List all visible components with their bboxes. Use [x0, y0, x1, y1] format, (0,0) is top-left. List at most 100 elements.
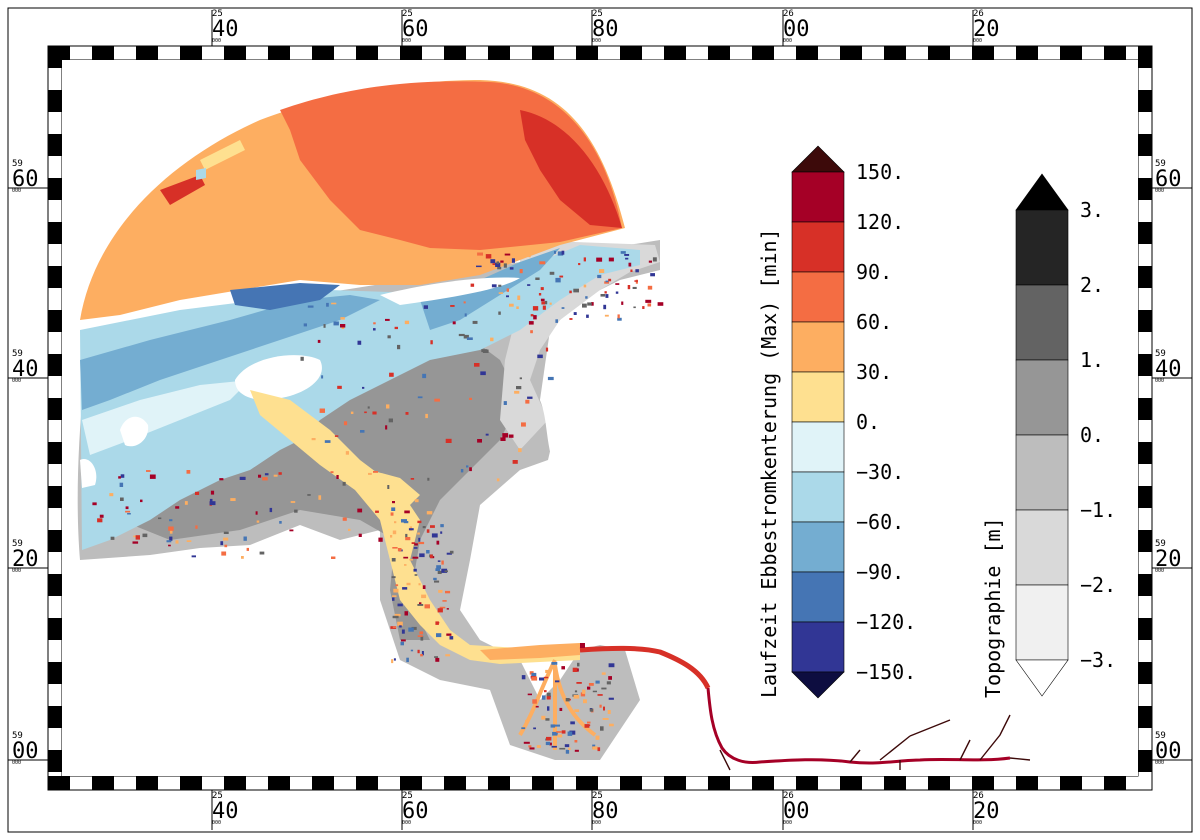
travel-legend-swatch — [791, 421, 845, 473]
svg-text:000: 000 — [402, 38, 411, 44]
svg-text:25: 25 — [402, 791, 413, 801]
estuary-sand-side — [370, 470, 420, 505]
svg-text:59: 59 — [1155, 159, 1166, 169]
svg-text:20: 20 — [973, 799, 1000, 824]
svg-text:40: 40 — [212, 17, 239, 42]
travel-legend-label: −30. — [856, 460, 904, 484]
svg-text:59: 59 — [1155, 349, 1166, 359]
legend-topography: 3. 2. 1. 0. −1. −2. −3. Topographie [m] — [981, 173, 1116, 698]
sea-light-strip-2 — [196, 168, 206, 180]
tidal-speckles — [92, 250, 664, 754]
travel-legend-title: Laufzeit Ebbestromkenterung (Max) [min] — [757, 228, 781, 698]
estuary-sand-channel — [250, 390, 580, 664]
travel-legend-label: −120. — [856, 610, 916, 634]
topo-legend-under-triangle — [1015, 659, 1069, 697]
topo-legend-swatch — [1015, 209, 1069, 286]
island-west — [120, 416, 149, 447]
topo-legend-label: 1. — [1080, 348, 1104, 372]
svg-text:60: 60 — [402, 799, 429, 824]
sea-red-patch — [520, 110, 622, 228]
svg-text:000: 000 — [1155, 378, 1164, 384]
svg-text:25: 25 — [402, 9, 413, 19]
map-content — [77, 80, 1031, 771]
sea-red-west — [160, 175, 205, 205]
travel-legend-swatch — [791, 321, 845, 373]
travel-legend-swatch — [791, 171, 845, 223]
svg-text:000: 000 — [1155, 568, 1164, 574]
svg-text:26: 26 — [783, 9, 794, 19]
svg-text:80: 80 — [592, 17, 619, 42]
svg-text:59: 59 — [12, 539, 23, 549]
topo-legend-swatch — [1015, 509, 1069, 586]
svg-text:000: 000 — [212, 38, 221, 44]
svg-text:000: 000 — [1155, 760, 1164, 766]
topo-legend-label: 0. — [1080, 423, 1104, 447]
svg-text:000: 000 — [1155, 188, 1164, 194]
topo-legend-label: 2. — [1080, 273, 1104, 297]
travel-legend-swatch — [791, 271, 845, 323]
svg-text:000: 000 — [973, 38, 982, 44]
svg-text:00: 00 — [783, 799, 810, 824]
svg-text:26: 26 — [783, 791, 794, 801]
travel-legend-swatch — [791, 521, 845, 573]
island-center — [235, 355, 322, 400]
travel-legend-label: −90. — [856, 560, 904, 584]
river-main — [579, 645, 711, 690]
topo-legend-swatch — [1015, 434, 1069, 511]
river-lower — [706, 687, 1011, 765]
topo-legend-label: −2. — [1080, 573, 1116, 597]
svg-text:000: 000 — [12, 568, 21, 574]
svg-text:000: 000 — [402, 820, 411, 826]
travel-legend-label: −60. — [856, 510, 904, 534]
topo-legend-label: 3. — [1080, 198, 1104, 222]
svg-text:59: 59 — [12, 159, 23, 169]
river-mouth-dots — [580, 643, 585, 648]
travel-legend-label: 30. — [856, 360, 892, 384]
travel-legend-swatch — [791, 471, 845, 523]
svg-text:000: 000 — [973, 820, 982, 826]
svg-text:25: 25 — [212, 9, 223, 19]
svg-text:40: 40 — [212, 799, 239, 824]
travel-legend-swatch — [791, 621, 845, 673]
topo-legend-swatch — [1015, 359, 1069, 436]
travel-legend-label: 90. — [856, 260, 892, 284]
travel-legend-label: −150. — [856, 660, 916, 684]
svg-text:25: 25 — [592, 9, 603, 19]
river-tributaries — [719, 714, 1031, 771]
svg-text:60: 60 — [402, 17, 429, 42]
svg-text:25: 25 — [212, 791, 223, 801]
svg-text:25: 25 — [592, 791, 603, 801]
land-east — [540, 270, 660, 470]
svg-text:000: 000 — [592, 38, 601, 44]
topo-legend-title: Topographie [m] — [981, 517, 1005, 698]
topo-legend-label: −3. — [1080, 648, 1116, 672]
channel-main — [80, 245, 640, 550]
svg-text:000: 000 — [783, 820, 792, 826]
svg-text:000: 000 — [12, 760, 21, 766]
outer-border — [7, 7, 1193, 833]
travel-legend-swatch — [791, 221, 845, 273]
travel-legend-swatch — [791, 571, 845, 623]
sea-light-strip — [200, 140, 245, 170]
svg-text:00: 00 — [783, 17, 810, 42]
travel-legend-label: 0. — [856, 410, 880, 434]
island-sw — [80, 459, 97, 488]
svg-text:59: 59 — [1155, 731, 1166, 741]
legend-travel-time: 150. 120. 90. 60. 30. 0. −30. −60. −90. −120. −150… — [757, 145, 916, 699]
topo-legend-label: −1. — [1080, 498, 1116, 522]
